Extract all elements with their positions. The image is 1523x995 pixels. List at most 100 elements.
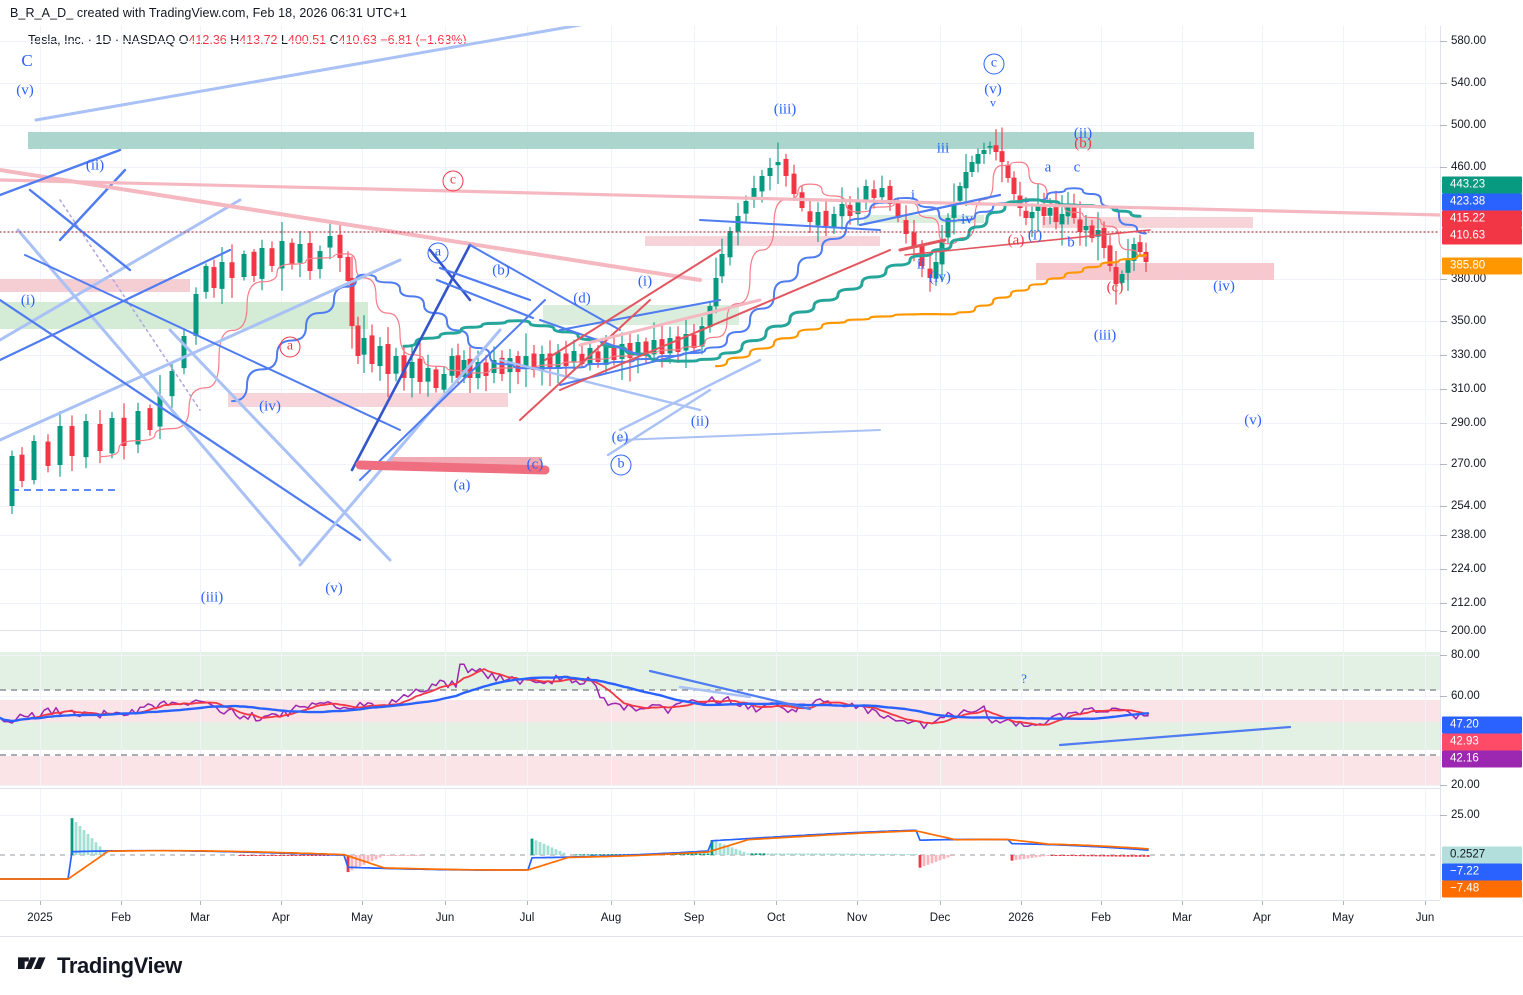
candle-body [863,186,869,203]
macd-histogram-bar [318,855,322,856]
candle-body [767,168,773,177]
candle-body [393,356,399,374]
gridline-vertical [281,631,282,786]
candle-body [289,242,295,264]
time-axis-tick [1343,901,1344,905]
candle-body [1047,208,1053,216]
gridline-vertical [1425,631,1426,786]
candle-body [57,426,63,466]
tradingview-logo[interactable]: TradingView [18,953,182,979]
candle-body [815,212,821,226]
gridline-horizontal [0,506,1440,507]
symbol-label[interactable]: Tesla, Inc. · 1D · NASDAQ [28,33,176,47]
candle-body [563,353,569,366]
macd-pane[interactable] [0,789,1440,899]
macd-histogram-bar [1054,855,1058,856]
macd-histogram-bar [850,853,854,855]
macd-histogram-bar [842,853,846,855]
macd-histogram-bar [1138,855,1142,857]
macd-histogram-bar [1010,855,1014,861]
price-axis-tick: 330.00 [1440,349,1523,361]
time-axis[interactable]: 2025 Feb Mar Apr May Jun Jul Aug Sep Oct Nov Dec 202… [0,900,1440,936]
candle-body [871,189,877,198]
candle-body [927,268,933,278]
gridline-horizontal [0,464,1440,465]
candle-body [377,346,383,367]
macd-histogram-bar [746,853,750,855]
wave-label: (c) [1106,279,1124,296]
time-axis-tick [121,901,122,905]
candle-body [1059,214,1065,225]
gridline-vertical [611,631,612,786]
candle-body [579,353,585,364]
gridline-vertical [281,789,282,899]
time-axis-label: Mar [1172,912,1192,924]
trendline [0,248,232,362]
trendline [544,249,721,361]
close-label: C [329,33,339,47]
sma-value: 415.22 [1442,210,1522,228]
gridline-vertical [776,631,777,786]
macd-histogram-bar [898,853,902,855]
candle-body [181,336,187,369]
trendline [904,229,1151,256]
wave-label: (i) [1027,227,1043,244]
macd-histogram-bar [1078,855,1082,857]
macd-histogram-bar [910,854,914,856]
trendline [606,388,712,457]
price-pane[interactable]: C (v) (ii) (i) (iii) (v) (iv) c a a (b) (a) (c) (d) (i… [0,26,1440,629]
candle-body [619,344,625,359]
high-value: 413.72 [239,33,278,47]
candle-body [963,172,969,189]
macd-histogram-bar [794,853,798,855]
wave-label: c [1073,159,1081,176]
candle-body [1029,212,1035,219]
macd-histogram-bar [542,843,546,855]
rsi-axis-tick: 20.00 [1440,779,1523,791]
price-axis-tick: 580.00 [1440,35,1523,47]
wave-label: (iii) [773,101,797,118]
macd-histogram-bar [306,855,310,856]
candle-body [297,244,303,263]
ema-fast-value: 443.23 [1442,176,1522,194]
rsi-pane[interactable]: ? [0,631,1440,786]
price-axis[interactable]: 580.00 540.00 500.00 460.00 380.00 350.00 330.… [1440,26,1523,899]
candle-body [483,362,489,376]
candle-body [713,278,719,307]
candle-body [831,214,837,228]
candle-body [945,218,951,238]
macd-histogram-bar [290,855,294,856]
rsi-trendline [648,669,812,711]
gridline-vertical [527,26,528,629]
macd-histogram-bar [946,855,950,858]
wave-label: c [983,53,1005,75]
low-value: 400.51 [287,33,327,47]
price-axis-tick: 212.00 [1440,597,1523,609]
candle-body [719,254,725,277]
time-axis-label: 2026 [1008,912,1034,924]
macd-histogram-bar [1126,855,1130,857]
resistance-zone-green-top [28,132,1254,149]
rsi-ma-line [0,675,1150,723]
time-axis-tick [527,901,528,905]
candle-body [19,454,25,481]
macd-histogram-bar [590,854,594,856]
wave-label: (v) [325,580,343,597]
candle-body [441,374,447,390]
price-axis-tick: 540.00 [1440,77,1523,89]
pane-divider-macd [0,788,1440,789]
candle-body [555,352,561,368]
candle-body [735,216,741,232]
macd-histogram-bar [846,853,850,855]
time-axis-label: Apr [1253,912,1271,924]
gridline-vertical [1021,631,1022,786]
macd-histogram-bar [1046,855,1050,856]
macd-histogram-bar [278,855,282,856]
wave-label: (iv) [259,398,281,415]
candle-body [401,355,407,378]
gridline-vertical [1425,789,1426,899]
rsi-axis-tick: 60.00 [1440,690,1523,702]
candle-body [1023,210,1029,218]
macd-histogram-bar [86,834,90,855]
